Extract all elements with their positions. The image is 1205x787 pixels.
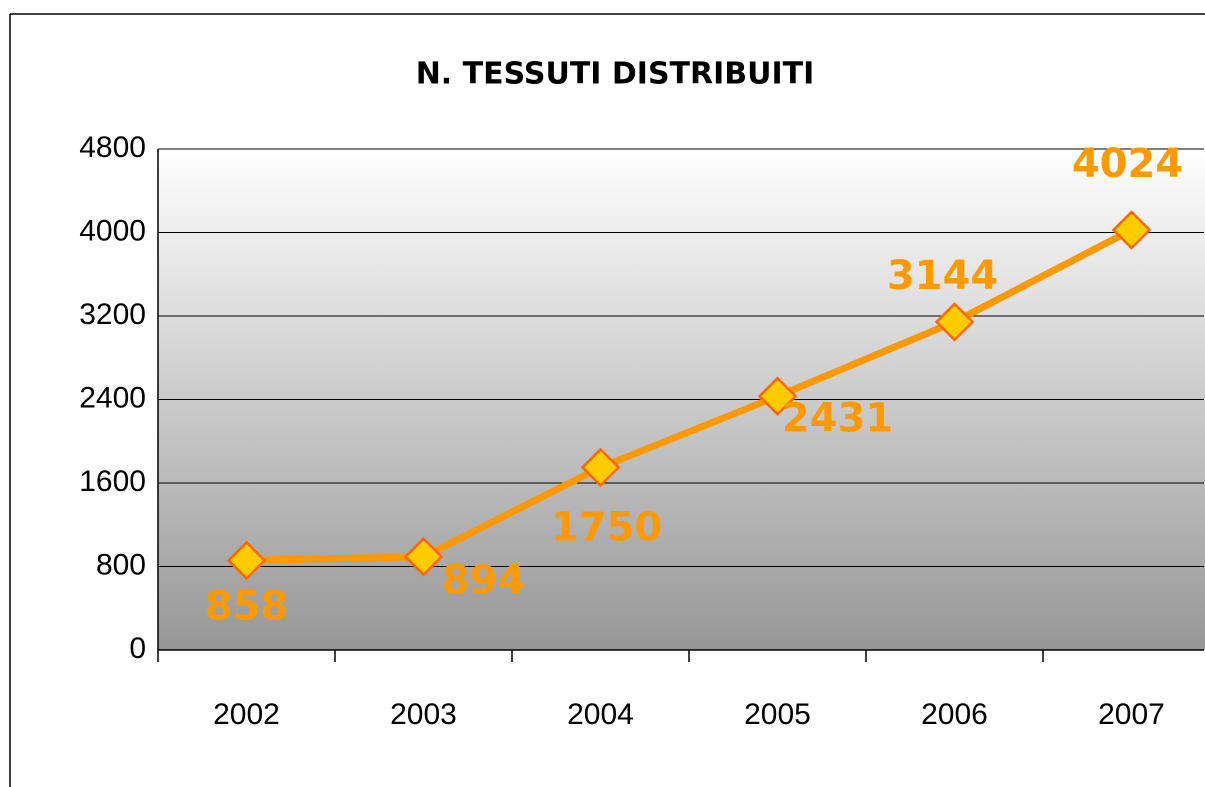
chart-title: N. TESSUTI DISTRIBUITI xyxy=(416,57,815,92)
data-label: 894 xyxy=(442,558,526,604)
marker xyxy=(1111,210,1152,250)
y-tick-label: 1600 xyxy=(79,465,146,498)
x-tick-label: 2006 xyxy=(921,698,988,731)
marker xyxy=(934,302,975,342)
data-label: 2431 xyxy=(782,395,893,441)
y-tick-label: 800 xyxy=(96,548,146,581)
marker xyxy=(403,536,444,577)
data-label: 3144 xyxy=(887,253,998,299)
marker xyxy=(757,376,798,417)
y-tick-label: 0 xyxy=(129,632,146,665)
x-tick-label: 2005 xyxy=(744,698,811,731)
y-tick-label: 4000 xyxy=(79,214,146,247)
y-tick-label: 4800 xyxy=(79,131,146,164)
x-tick-label: 2002 xyxy=(213,698,280,731)
y-tick-label: 3200 xyxy=(79,298,146,331)
data-label: 4024 xyxy=(1072,141,1183,187)
x-tick-label: 2004 xyxy=(567,698,634,731)
data-label: 858 xyxy=(205,583,289,629)
data-label: 1750 xyxy=(551,504,662,550)
marker xyxy=(226,540,267,581)
x-tick-label: 2007 xyxy=(1098,698,1165,731)
y-tick-label: 2400 xyxy=(79,381,146,414)
line xyxy=(246,226,1134,564)
x-tick-label: 2003 xyxy=(390,698,457,731)
marker xyxy=(580,447,621,488)
